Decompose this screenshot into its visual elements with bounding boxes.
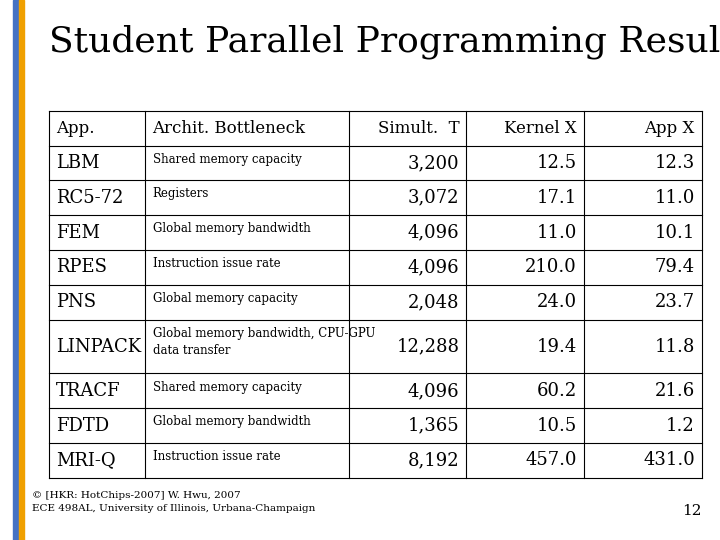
Text: 431.0: 431.0 (643, 451, 695, 469)
Text: FDTD: FDTD (56, 417, 109, 435)
Text: 24.0: 24.0 (537, 293, 577, 311)
Text: App.: App. (56, 119, 94, 137)
Text: FEM: FEM (56, 224, 100, 241)
Text: Shared memory capacity: Shared memory capacity (153, 152, 301, 166)
Text: 12,288: 12,288 (396, 338, 459, 355)
Text: Kernel X: Kernel X (504, 119, 577, 137)
Text: RC5-72: RC5-72 (56, 188, 124, 207)
Text: LINPACK: LINPACK (56, 338, 141, 355)
Text: Instruction issue rate: Instruction issue rate (153, 450, 280, 463)
Text: Global memory bandwidth, CPU-GPU
data transfer: Global memory bandwidth, CPU-GPU data tr… (153, 327, 375, 356)
Text: 11.0: 11.0 (654, 188, 695, 207)
Text: 23.7: 23.7 (654, 293, 695, 311)
Text: 11.0: 11.0 (536, 224, 577, 241)
Text: 457.0: 457.0 (526, 451, 577, 469)
Text: 4,096: 4,096 (408, 258, 459, 276)
Text: PNS: PNS (56, 293, 96, 311)
Text: LBM: LBM (56, 154, 99, 172)
Text: 11.8: 11.8 (654, 338, 695, 355)
Text: Registers: Registers (153, 187, 209, 200)
Text: Simult.  T: Simult. T (378, 119, 459, 137)
Text: Global memory bandwidth: Global memory bandwidth (153, 222, 310, 235)
Text: 60.2: 60.2 (537, 382, 577, 400)
Text: Shared memory capacity: Shared memory capacity (153, 381, 301, 394)
Text: 10.5: 10.5 (537, 417, 577, 435)
Text: 1.2: 1.2 (666, 417, 695, 435)
Text: Archit. Bottleneck: Archit. Bottleneck (153, 119, 305, 137)
Text: App X: App X (644, 119, 695, 137)
Text: 210.0: 210.0 (526, 258, 577, 276)
Text: Student Parallel Programming Results: Student Parallel Programming Results (49, 24, 720, 59)
Text: RPES: RPES (56, 258, 107, 276)
Text: 3,072: 3,072 (408, 188, 459, 207)
Text: Global memory bandwidth: Global memory bandwidth (153, 415, 310, 428)
Text: 4,096: 4,096 (408, 224, 459, 241)
Text: 79.4: 79.4 (654, 258, 695, 276)
Text: Instruction issue rate: Instruction issue rate (153, 257, 280, 270)
Text: 2,048: 2,048 (408, 293, 459, 311)
Text: 12: 12 (683, 504, 702, 518)
Text: Global memory capacity: Global memory capacity (153, 292, 297, 305)
Text: 4,096: 4,096 (408, 382, 459, 400)
Text: 17.1: 17.1 (537, 188, 577, 207)
Text: 19.4: 19.4 (537, 338, 577, 355)
Text: MRI-Q: MRI-Q (56, 451, 116, 469)
Text: 12.5: 12.5 (537, 154, 577, 172)
Text: 12.3: 12.3 (654, 154, 695, 172)
Text: 21.6: 21.6 (654, 382, 695, 400)
Text: © [HKR: HotChips-2007] W. Hwu, 2007
ECE 498AL, University of Illinois, Urbana-Ch: © [HKR: HotChips-2007] W. Hwu, 2007 ECE … (32, 491, 316, 513)
Text: 10.1: 10.1 (654, 224, 695, 241)
Text: 1,365: 1,365 (408, 417, 459, 435)
Text: TRACF: TRACF (56, 382, 121, 400)
Text: 3,200: 3,200 (408, 154, 459, 172)
Text: 8,192: 8,192 (408, 451, 459, 469)
